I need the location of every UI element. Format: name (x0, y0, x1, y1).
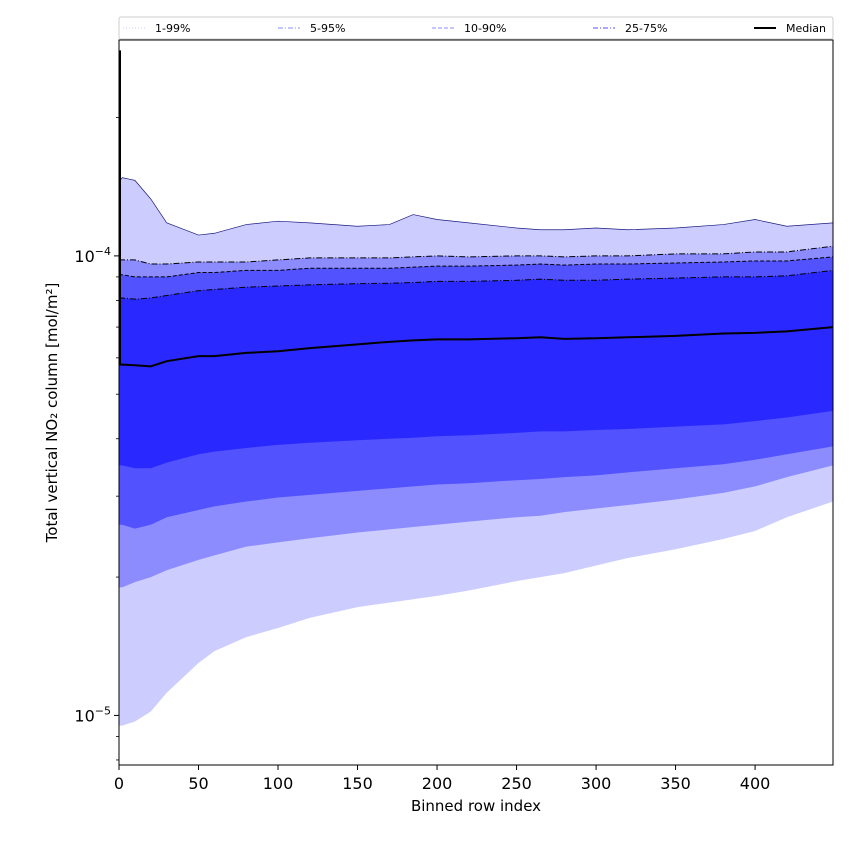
x-tick-label: 200 (422, 774, 453, 793)
legend-label: 25-75% (625, 22, 667, 35)
x-axis-label: Binned row index (411, 797, 541, 815)
y-axis-label: Total vertical NO₂ column [mol/m²] (43, 283, 61, 544)
y-tick-base: 10 (74, 247, 94, 266)
y-axis: 10−510−4 (74, 118, 119, 760)
legend: 1-99% 5-95% 10-90% 25-75% Median (119, 17, 833, 39)
y-tick-exponent: −5 (95, 704, 111, 717)
plot-area (119, 50, 833, 725)
legend-label: 1-99% (155, 22, 190, 35)
y-tick-label: 10−4 (74, 245, 111, 266)
x-tick-label: 400 (740, 774, 771, 793)
x-tick-label: 0 (114, 774, 124, 793)
x-tick-label: 100 (263, 774, 294, 793)
x-tick-label: 150 (342, 774, 373, 793)
x-tick-label: 300 (581, 774, 612, 793)
y-tick-exponent: −4 (95, 245, 111, 258)
x-tick-label: 250 (501, 774, 532, 793)
y-tick-label: 10−5 (74, 704, 111, 725)
legend-label: 5-95% (310, 22, 345, 35)
x-axis: 0 50 100 150 200 250 300 350 400 (114, 765, 770, 793)
y-tick-base: 10 (74, 706, 94, 725)
x-tick-label: 350 (660, 774, 691, 793)
chart-figure: 0 50 100 150 200 250 300 350 400 10−510−4 Binned… (0, 0, 850, 850)
legend-label: 10-90% (464, 22, 506, 35)
legend-label: Median (786, 22, 826, 35)
x-tick-label: 50 (188, 774, 208, 793)
